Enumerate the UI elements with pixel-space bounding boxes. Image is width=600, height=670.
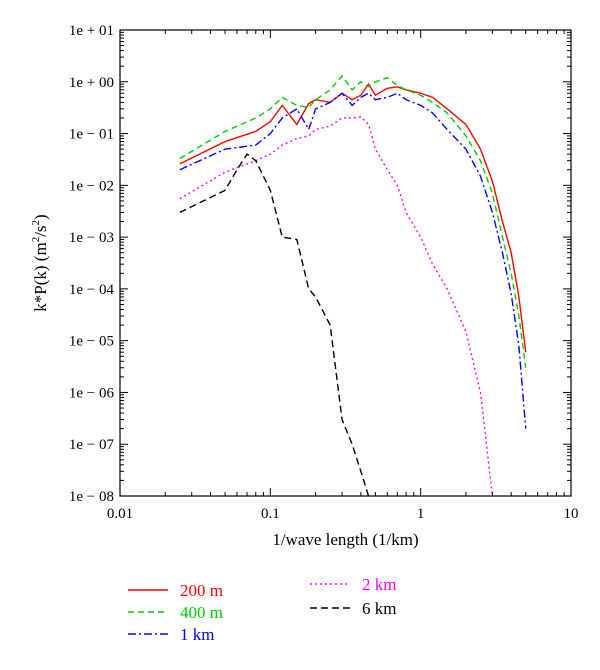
series-line-200-m (179, 82, 527, 353)
y-tick-label: 1e − 03 (69, 230, 114, 246)
y-tick-label: 1e − 08 (69, 489, 114, 505)
series-line-2-km (179, 116, 494, 496)
legend-label: 200 m (180, 581, 223, 600)
legend-label: 1 km (180, 625, 214, 644)
y-axis-title-main: k*P(k) (m (31, 242, 50, 311)
y-tick-label: 1e + 01 (69, 23, 114, 39)
series-layer (179, 74, 527, 496)
y-axis-title-end: ) (31, 214, 50, 220)
y-tick-label: 1e − 02 (69, 178, 114, 194)
tick-labels: 0.01 0.1 1 10 1e + 01 1e + 00 1e − 01 1e − 02 1e… (69, 23, 579, 522)
legend: 200 m 400 m 1 km 2 km 6 km (128, 575, 396, 644)
y-tick-label: 1e − 06 (69, 385, 115, 401)
y-tick-label: 1e − 01 (69, 127, 114, 143)
y-axis-title-sup1: 2 (30, 237, 42, 243)
y-tick-label: 1e − 07 (69, 437, 115, 453)
y-axis-title-sup2: 2 (30, 220, 42, 226)
plot-frame (119, 29, 572, 497)
y-axis-title-mid: /s (31, 225, 50, 236)
y-tick-label: 1e − 05 (69, 334, 114, 350)
x-tick-label: 0.01 (107, 506, 133, 522)
y-tick-label: 1e − 04 (69, 282, 115, 298)
x-axis-title: 1/wave length (1/km) (272, 530, 418, 549)
series-line-400-m (179, 74, 527, 368)
series-line-1-km (179, 92, 527, 429)
y-axis-title: k*P(k) (m2/s2) (30, 214, 50, 311)
x-tick-label: 0.1 (261, 506, 280, 522)
y-tick-label: 1e + 00 (69, 75, 114, 91)
series-line-6-km (179, 153, 370, 496)
legend-label: 400 m (180, 603, 223, 622)
ticks-layer (119, 30, 571, 497)
x-tick-label: 1 (417, 506, 425, 522)
legend-label: 6 km (362, 599, 396, 618)
legend-label: 2 km (362, 575, 396, 594)
x-tick-label: 10 (564, 506, 579, 522)
